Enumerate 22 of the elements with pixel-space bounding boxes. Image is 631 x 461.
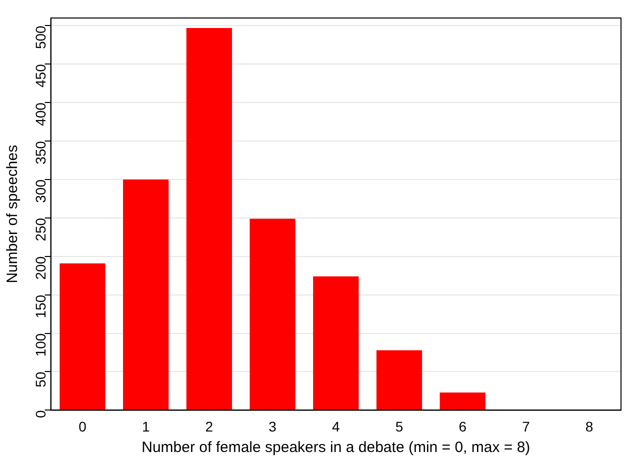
y-tick-label: 0 (32, 410, 49, 418)
x-tick-label: 1 (142, 418, 150, 434)
y-tick-label: 150 (32, 294, 49, 318)
y-tick-label: 300 (32, 179, 49, 203)
x-tick-label: 2 (205, 418, 214, 434)
y-tick-label: 400 (32, 102, 49, 126)
x-tick-label: 8 (585, 418, 594, 434)
y-tick-label: 450 (32, 64, 49, 88)
x-tick-label: 6 (458, 418, 467, 434)
y-tick-label: 100 (32, 333, 49, 357)
y-tick-label: 350 (32, 140, 49, 164)
y-tick-label: 500 (32, 25, 49, 50)
y-axis-title: Number of speeches (4, 144, 22, 284)
y-tick-label: 200 (32, 256, 49, 280)
x-tick-label: 4 (332, 418, 340, 434)
x-tick-label: 3 (268, 418, 277, 434)
x-axis-title: Number of female speakers in a debate (min = 0, max = 8) (142, 439, 530, 456)
x-tick-label: 5 (395, 418, 404, 434)
x-tick-label: 0 (78, 418, 87, 434)
y-tick-label: 50 (32, 372, 49, 388)
y-tick-label: 250 (32, 218, 49, 242)
x-tick-label: 7 (522, 418, 530, 434)
